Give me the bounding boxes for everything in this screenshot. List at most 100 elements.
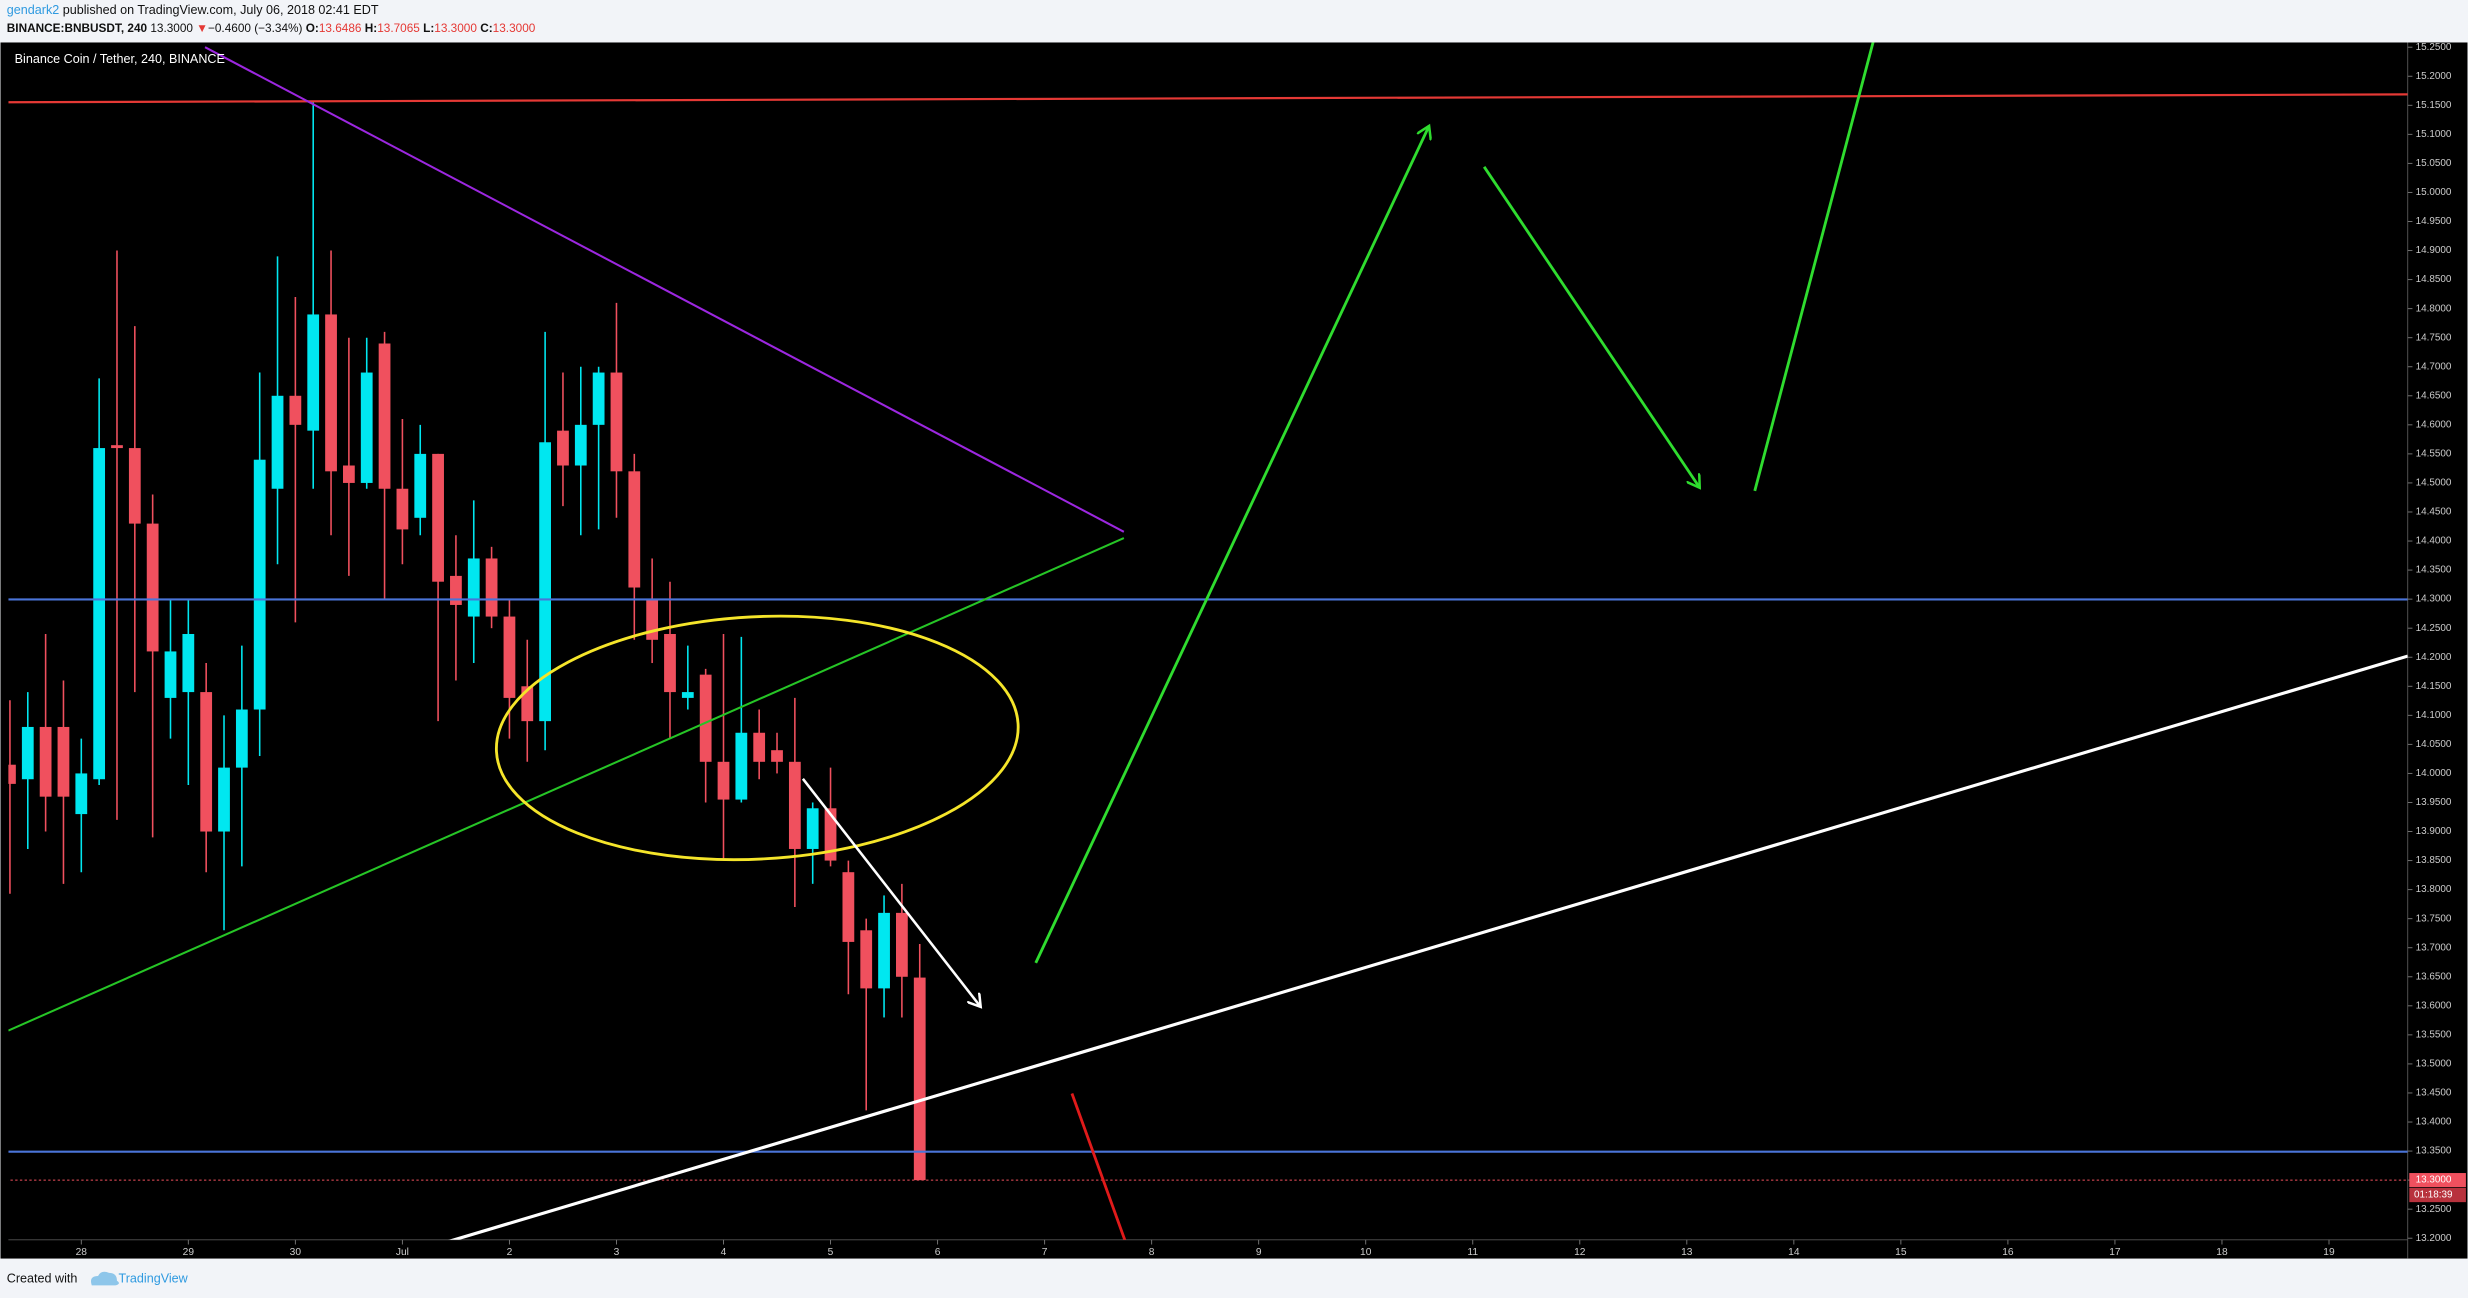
candle-body	[592, 372, 605, 425]
candle-body	[432, 453, 444, 582]
axes: 13.2000 13.2500 13.3000 13.3500 13.4000 13.45…	[76, 42, 2466, 1258]
x-tick-label: 8	[1149, 1247, 1155, 1258]
high: 13.7065	[377, 21, 420, 35]
y-tick-label: 14.4500	[2416, 507, 2452, 518]
x-tick-label: 13	[1681, 1247, 1693, 1258]
y-tick-label: 14.9500	[2416, 216, 2452, 227]
x-tick-label: 7	[1042, 1247, 1048, 1258]
candle-body	[646, 599, 659, 640]
y-tick-label: 14.0000	[2416, 768, 2452, 779]
y-tick-label: 14.6500	[2416, 390, 2452, 401]
last: 13.3000	[150, 21, 193, 35]
x-tick-label: 9	[1256, 1247, 1262, 1258]
candle-body	[450, 575, 462, 605]
y-tick-label: 14.8500	[2416, 274, 2452, 285]
y-tick-label: 14.5500	[2416, 449, 2452, 460]
candle-body	[735, 732, 748, 800]
x-tick-label: 3	[614, 1247, 620, 1258]
candle-body	[378, 343, 391, 489]
candle-body	[75, 773, 88, 815]
y-tick-label: 14.4000	[2416, 536, 2452, 547]
arrow	[1753, 42, 1875, 492]
candle-body	[235, 709, 248, 768]
y-tick-label: 14.1500	[2416, 681, 2452, 692]
close: 13.3000	[493, 21, 536, 35]
logo[interactable]	[90, 1271, 119, 1286]
x-tick-label: 5	[828, 1247, 834, 1258]
trend-line	[204, 46, 1125, 533]
y-tick-label: 13.3500	[2416, 1146, 2452, 1157]
x-tick-label: 15	[1895, 1247, 1907, 1258]
y-tick-label: 14.3000	[2416, 594, 2452, 605]
candle-body	[342, 465, 355, 483]
candle-body	[21, 726, 34, 780]
arrow	[1482, 165, 1700, 488]
candle-body	[271, 395, 284, 489]
y-tick-label: 13.4500	[2416, 1088, 2452, 1099]
y-tick-label: 13.7000	[2416, 942, 2452, 953]
x-tick-label: 19	[2323, 1247, 2335, 1258]
x-tick-label: 4	[721, 1247, 727, 1258]
x-tick-label: 30	[290, 1247, 302, 1258]
author[interactable]: gendark2	[7, 3, 59, 17]
low: 13.3000	[434, 21, 477, 35]
candle-body	[878, 912, 890, 989]
candle-body	[896, 912, 908, 977]
header-line-1: gendark2 published on TradingView.com, J…	[7, 3, 379, 17]
y-tick-label: 15.2500	[2416, 42, 2452, 53]
x-tick-label: 29	[183, 1247, 195, 1258]
open-label: O:	[306, 21, 319, 35]
candle-body	[717, 761, 730, 800]
trend-line	[448, 654, 2408, 1240]
candle-body	[806, 808, 819, 849]
x-tick-label: 11	[1467, 1247, 1478, 1258]
candle-body	[8, 764, 16, 784]
candle-body	[913, 977, 926, 1181]
y-tick-label: 13.8500	[2416, 855, 2452, 866]
candle-body	[111, 445, 123, 449]
candle-body	[414, 453, 427, 518]
candle-body	[860, 930, 873, 989]
y-tick-label: 15.0000	[2416, 187, 2452, 198]
arrow	[1070, 1092, 1127, 1240]
published: published on TradingView.com, July 06, 2…	[63, 3, 379, 17]
countdown: 01:18:39	[2414, 1190, 2453, 1201]
x-tick-label: 6	[935, 1247, 941, 1258]
y-tick-label: 14.7000	[2416, 361, 2452, 372]
x-tick-label: 10	[1360, 1247, 1372, 1258]
arrow: ▼	[196, 21, 208, 35]
candle-body	[200, 692, 213, 832]
footer-brand[interactable]: TradingView	[119, 1271, 189, 1285]
footer-text: Created with	[7, 1271, 78, 1285]
y-tick-label: 13.7500	[2416, 913, 2452, 924]
arrow	[801, 778, 981, 1007]
candle-body	[146, 523, 159, 652]
low-label: L:	[423, 21, 434, 35]
candle-body	[182, 633, 195, 693]
y-tick-label: 14.6000	[2416, 419, 2452, 430]
trend-line	[8, 537, 1125, 1032]
candle-body	[307, 314, 320, 431]
y-tick-label: 14.8000	[2416, 303, 2452, 314]
y-tick-label: 13.6500	[2416, 971, 2452, 982]
y-tick-label: 15.2000	[2416, 71, 2452, 82]
x-tick-label: 2	[507, 1247, 513, 1258]
close-label: C:	[480, 21, 492, 35]
candle-body	[218, 767, 230, 832]
y-tick-label: 13.2500	[2416, 1204, 2452, 1215]
y-tick-label: 13.5000	[2416, 1059, 2452, 1070]
candle-body	[93, 448, 106, 780]
candle-body	[824, 808, 837, 861]
candle-body	[753, 732, 766, 762]
y-tick-label: 14.7500	[2416, 332, 2452, 343]
y-tick-label: 13.6000	[2416, 1000, 2452, 1011]
candle-body	[521, 686, 534, 722]
candle-body	[664, 633, 676, 693]
candle-body	[503, 616, 516, 698]
candle-body	[325, 314, 337, 472]
y-tick-label: 14.9000	[2416, 245, 2452, 256]
y-tick-label: 14.1000	[2416, 710, 2452, 721]
candle-body	[699, 674, 712, 762]
candle-body	[628, 471, 641, 588]
